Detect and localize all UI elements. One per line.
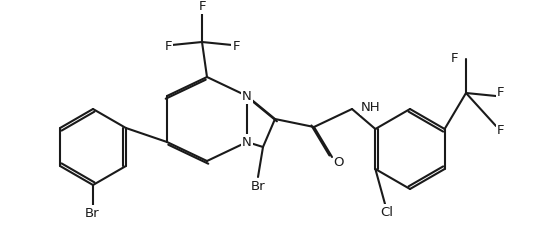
Text: Br: Br bbox=[85, 207, 100, 220]
Text: N: N bbox=[242, 136, 252, 149]
Text: F: F bbox=[232, 39, 240, 52]
Text: O: O bbox=[334, 155, 344, 168]
Text: F: F bbox=[164, 39, 172, 52]
Text: F: F bbox=[497, 124, 505, 137]
Text: F: F bbox=[451, 51, 458, 64]
Text: Br: Br bbox=[250, 180, 265, 193]
Text: Cl: Cl bbox=[381, 206, 394, 218]
Text: F: F bbox=[497, 86, 505, 99]
Text: N: N bbox=[242, 90, 252, 103]
Text: NH: NH bbox=[361, 101, 381, 114]
Text: F: F bbox=[198, 0, 206, 14]
